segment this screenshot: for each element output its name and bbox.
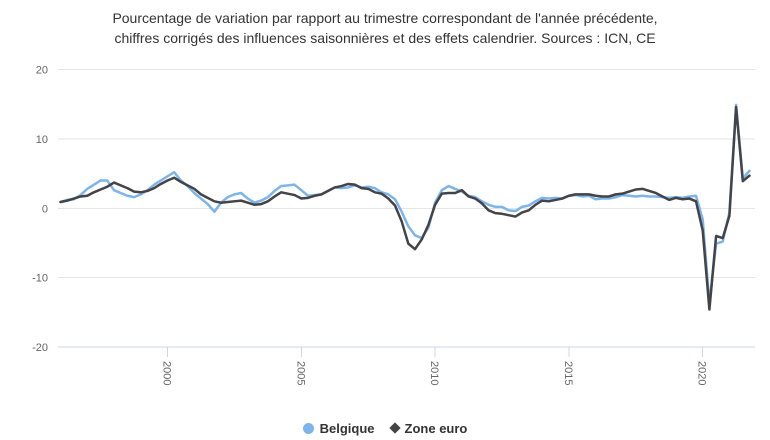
x-tick-label: 2000 (161, 361, 173, 385)
series-line-zone-euro (59, 105, 751, 311)
x-tick-label: 2005 (294, 361, 306, 385)
x-tick-label-group: 2005 (294, 361, 306, 385)
y-tick-label: 0 (42, 203, 48, 215)
x-tick-label: 2010 (428, 361, 440, 385)
y-tick-label: -10 (32, 273, 48, 285)
x-tick-label-group: 2010 (428, 361, 440, 385)
circle-marker-icon (302, 422, 314, 434)
legend: Belgique Zone euro (0, 416, 770, 440)
legend-item-zone-euro[interactable]: Zone euro (388, 420, 468, 436)
chart-title-line1: Pourcentage de variation par rapport au … (112, 10, 658, 26)
plot-area: -20 -10 0 10 20 2000 2005 2010 2015 2020 (32, 65, 755, 385)
y-tick-label: 20 (36, 65, 48, 77)
x-tick-label: 2020 (696, 361, 708, 385)
x-tick-label-group: 2000 (161, 361, 173, 385)
legend-label-belgique: Belgique (319, 420, 375, 436)
x-tick-label-group: 2015 (562, 361, 574, 385)
legend-item-belgique[interactable]: Belgique (302, 420, 375, 436)
x-tick-label: 2015 (562, 361, 574, 385)
y-tick-label: 10 (36, 134, 48, 146)
legend-label-zone-euro: Zone euro (404, 420, 468, 436)
x-tick-label-group: 2020 (696, 361, 708, 385)
chart-title: Pourcentage de variation par rapport au … (0, 8, 770, 48)
chart-title-line2: chiffres corrigés des influences saisonn… (114, 30, 656, 46)
series-line-belgique (59, 103, 751, 305)
y-tick-label: -20 (32, 342, 48, 354)
